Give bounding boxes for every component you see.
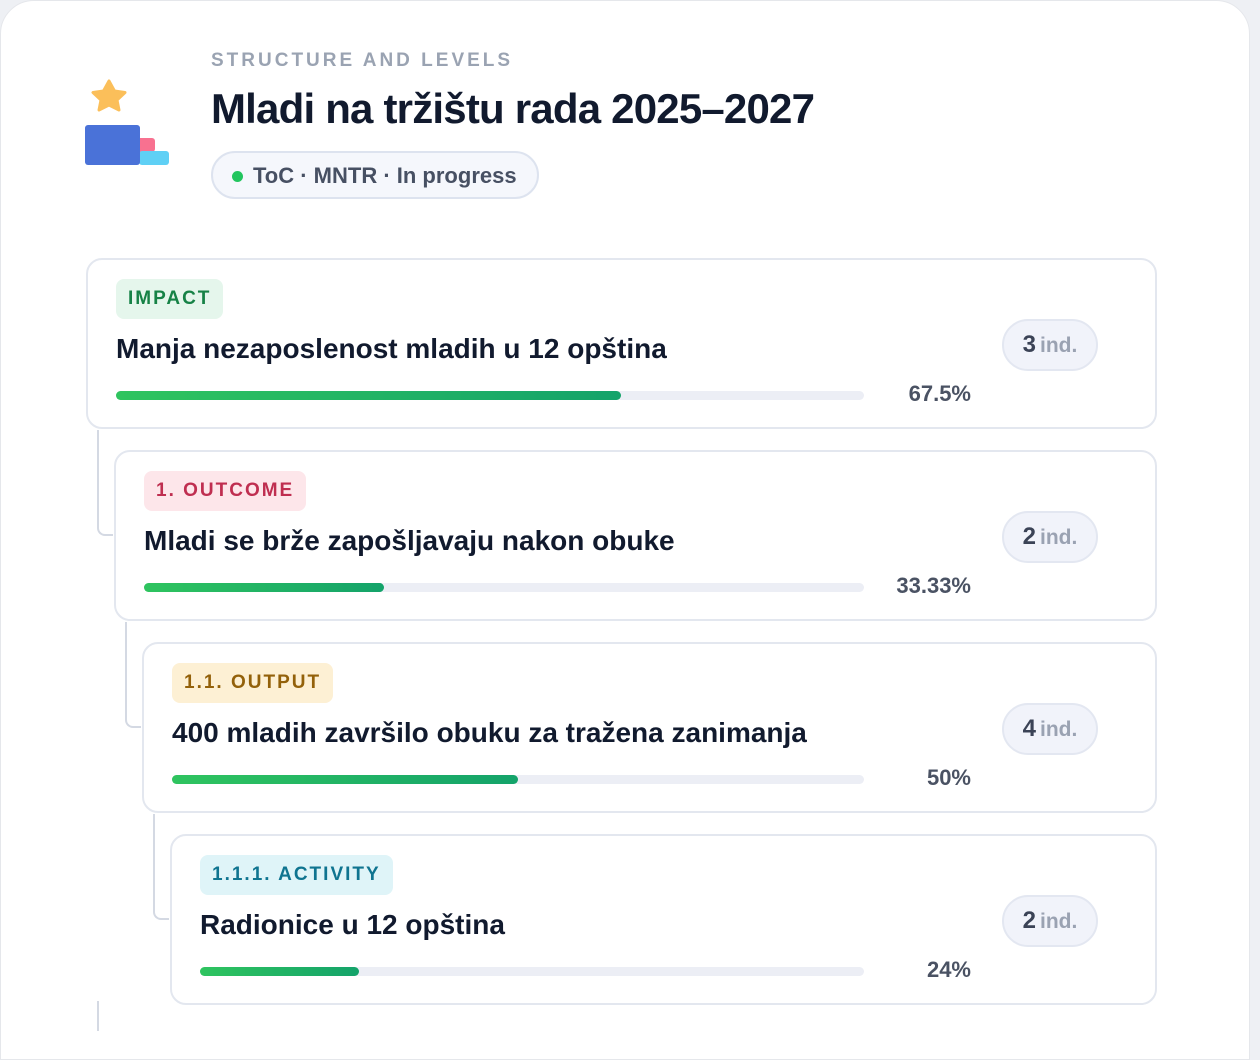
count: 2 [1022,907,1037,934]
count: 3 [1022,331,1037,358]
unit: ind. [1040,910,1078,933]
progress-bar [172,775,518,784]
connector [97,430,113,536]
indicator-count: 3 ind. [1002,319,1098,371]
page-title: Mladi na tržištu rada 2025–2027 [211,85,815,132]
progress-bar [116,391,621,400]
status-badge: ToC · MNTR · In progress [211,151,539,199]
level-tag: 1.1. OUTPUT [172,663,334,703]
connector [153,814,169,920]
indicator-count: 4 ind. [1002,703,1098,755]
count: 2 [1022,523,1037,550]
level-card: 1.1.1. ACTIVITY Radionice u 12 opština 24%… [170,834,1157,1005]
progress-bar [200,967,360,976]
indicator-count: 2 ind. [1002,511,1098,563]
progress-label: 24% [926,957,971,982]
level-title: Manja nezaposlenost mladih u 12 opština [116,333,667,364]
unit: ind. [1040,718,1078,741]
eyebrow: STRUCTURE AND LEVELS [211,50,514,71]
connector [97,1001,99,1031]
level-title: 400 mladih završilo obuku za tražena zan… [172,717,807,748]
progress-label: 67.5% [908,381,971,406]
unit: ind. [1040,334,1078,357]
progress-track [144,583,864,592]
unit: ind. [1040,526,1078,549]
level-tag: 1.1.1. ACTIVITY [200,855,393,895]
level-title: Radionice u 12 opština [200,909,505,940]
progress-track [116,391,864,400]
count: 4 [1022,715,1037,742]
connector [125,622,141,728]
progress-label: 33.33% [896,573,971,598]
indicator-count: 2 ind. [1002,895,1098,947]
level-title: Mladi se brže zapošljavaju nakon obuke [144,525,675,556]
level-card: 1. OUTCOME Mladi se brže zapošljavaju nak… [114,450,1157,621]
progress-track [200,967,864,976]
logo-icon [85,79,169,165]
progress-label: 50% [926,765,971,790]
level-tag: IMPACT [116,279,224,319]
progress-track [172,775,864,784]
progress-bar [144,583,384,592]
level-tag: 1. OUTCOME [144,471,307,511]
level-card: IMPACT Manja nezaposlenost mladih u 12 op… [86,258,1157,429]
level-card: 1.1. OUTPUT 400 mladih završilo obuku za … [142,642,1157,813]
